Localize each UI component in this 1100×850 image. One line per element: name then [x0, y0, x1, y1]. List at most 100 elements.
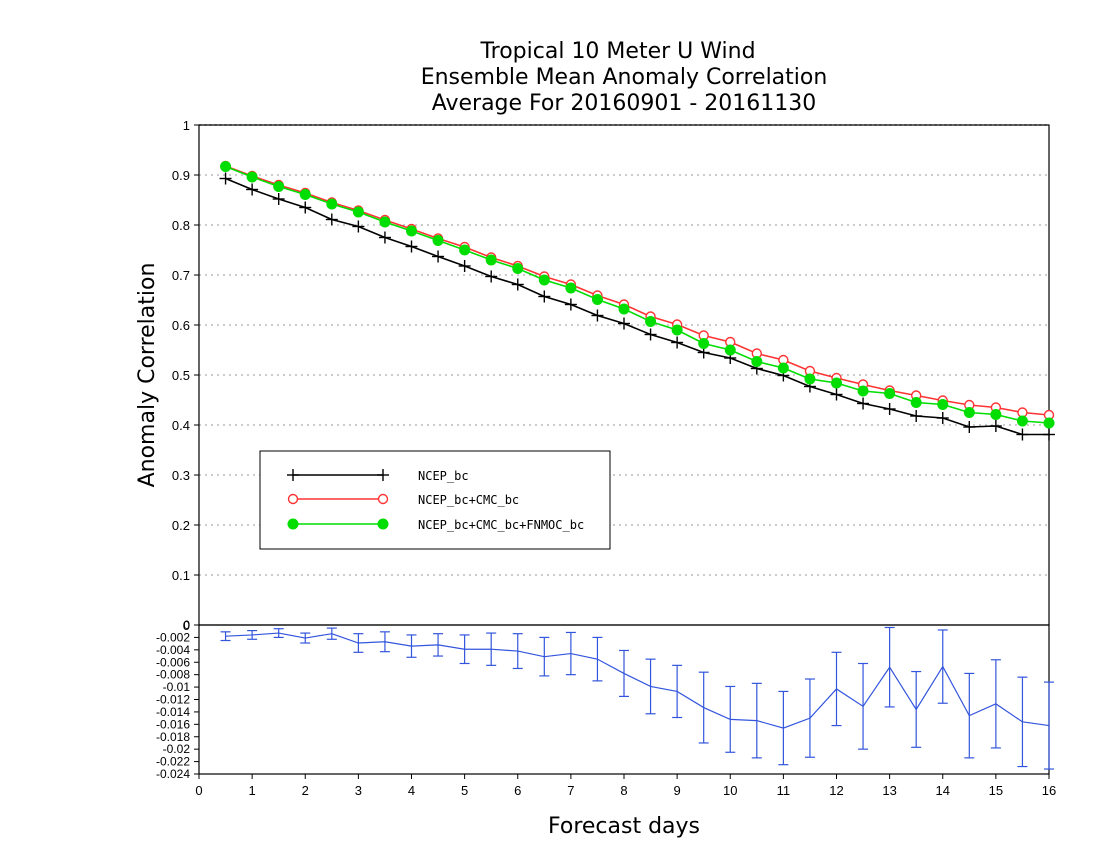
data-point — [246, 171, 258, 183]
error-bar — [459, 634, 470, 665]
x-tick-label: 7 — [567, 783, 574, 798]
bottom-plot-frame — [198, 624, 1050, 775]
data-point — [299, 189, 311, 200]
error-bar — [1017, 676, 1028, 768]
data-point — [857, 397, 870, 410]
y-tick-label: 0.6 — [172, 318, 190, 333]
diff-y-tick-label: -0.018 — [156, 730, 190, 744]
data-point — [724, 344, 736, 356]
legend-label-ncep-cmc: NCEP_bc+CMC_bc — [418, 493, 519, 507]
data-point — [804, 373, 816, 385]
x-tick-label: 8 — [620, 783, 627, 798]
data-point — [1016, 415, 1028, 427]
error-bar — [406, 634, 417, 658]
data-point — [405, 240, 418, 253]
error-bar — [433, 633, 444, 657]
data-point — [883, 403, 896, 415]
error-bar — [512, 633, 523, 670]
error-bar — [990, 659, 1001, 749]
diff-y-tick-label: 0 — [183, 618, 190, 632]
y-tick-label: 0.4 — [172, 418, 190, 433]
series-line-2 — [225, 165, 1050, 424]
diff-y-tick-label: -0.01 — [163, 680, 191, 694]
chart-title-line1: Tropical 10 Meter U Wind — [479, 39, 755, 64]
data-point — [512, 263, 524, 274]
data-point — [219, 172, 232, 185]
data-point — [538, 274, 550, 286]
data-point — [936, 412, 949, 424]
series-lines — [219, 160, 1055, 441]
diff-y-tick-label: -0.008 — [156, 668, 190, 682]
data-point — [378, 231, 391, 244]
x-axis-label: Forecast days — [548, 814, 700, 839]
x-tick-label: 14 — [936, 783, 950, 798]
error-bar — [619, 649, 629, 697]
data-point — [831, 377, 842, 389]
x-tick-label: 3 — [355, 783, 362, 798]
error-bar — [858, 662, 869, 750]
data-point — [432, 250, 445, 263]
series-line-0 — [225, 177, 1049, 436]
data-point — [538, 290, 551, 303]
diff-y-tick-label: -0.006 — [156, 655, 190, 669]
data-point — [591, 294, 603, 305]
x-tick-label: 15 — [989, 783, 1003, 798]
data-point — [325, 213, 338, 226]
error-bar — [964, 672, 975, 759]
error-bar — [1044, 681, 1054, 770]
data-point — [485, 254, 497, 266]
data-point — [352, 220, 365, 233]
x-tick-label: 12 — [829, 783, 843, 798]
error-bar — [300, 632, 311, 644]
diff-y-tick-label: -0.024 — [156, 767, 190, 781]
error-bar — [353, 633, 364, 653]
x-tick-label: 13 — [882, 783, 896, 798]
diff-y-tick-label: -0.016 — [156, 717, 190, 731]
data-point — [459, 244, 471, 256]
data-point — [1043, 428, 1055, 441]
data-point — [884, 388, 896, 399]
y-tick-label: 0.2 — [172, 518, 190, 533]
legend-marker — [377, 493, 389, 505]
data-point — [618, 303, 630, 315]
error-bar — [804, 678, 815, 758]
y-tick-label: 0.5 — [172, 368, 190, 383]
diff-y-tick-label: -0.022 — [156, 755, 190, 769]
x-tick-label: 2 — [302, 783, 309, 798]
data-point — [751, 356, 763, 367]
x-tick-label: 4 — [408, 783, 415, 798]
axes: 00.10.20.30.40.50.60.70.80.910-0.002-0.0… — [156, 118, 1056, 798]
data-point — [591, 309, 604, 322]
legend-box — [259, 450, 611, 550]
grid-lines — [199, 174, 1049, 576]
error-bar — [539, 636, 550, 677]
error-bar — [751, 682, 762, 759]
error-bar — [911, 670, 922, 748]
chart-title-line2: Ensemble Mean Anomaly Correlation — [421, 65, 828, 90]
data-point — [645, 316, 657, 327]
data-point — [564, 298, 577, 311]
error-bar — [937, 629, 948, 704]
diff-y-tick-label: -0.012 — [156, 693, 190, 707]
data-point — [910, 397, 922, 408]
data-point — [326, 198, 338, 210]
error-bar — [247, 629, 258, 640]
y-tick-label: 1 — [183, 118, 190, 133]
data-point — [830, 388, 843, 401]
error-bar — [831, 651, 842, 727]
data-point — [937, 399, 949, 410]
diff-y-tick-label: -0.014 — [156, 705, 190, 719]
legend-label-ncep-cmc-fnmoc: NCEP_bc+CMC_bc+FNMOC_bc — [418, 518, 584, 532]
x-tick-label: 9 — [674, 783, 681, 798]
error-bar — [884, 626, 895, 708]
series-line-1 — [225, 165, 1050, 416]
data-point — [671, 324, 683, 336]
data-point — [379, 216, 391, 228]
error-bar — [379, 631, 390, 653]
y-tick-label: 0 — [183, 618, 190, 633]
data-point — [644, 328, 657, 341]
data-point — [1016, 428, 1029, 441]
error-bar — [645, 658, 656, 715]
data-point — [272, 193, 285, 205]
data-point — [963, 407, 975, 418]
